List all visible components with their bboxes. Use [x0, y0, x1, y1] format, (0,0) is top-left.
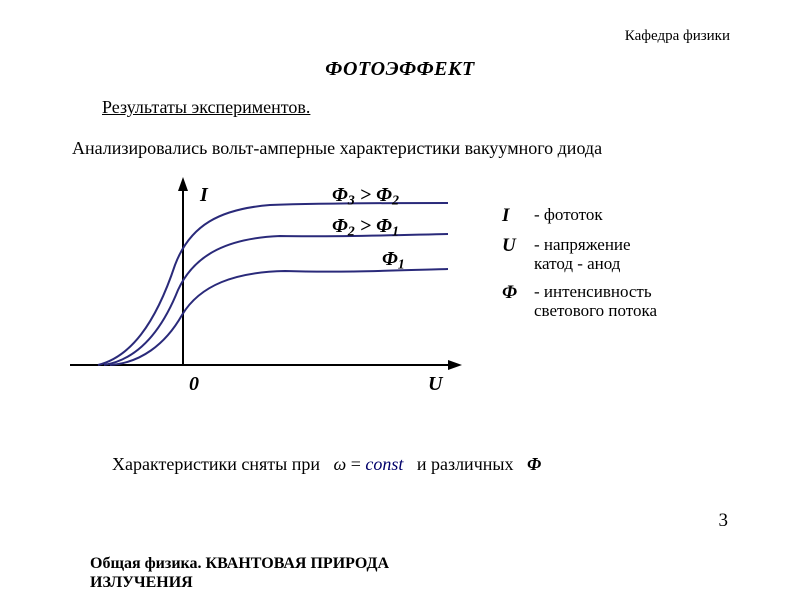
origin-label: 0 [189, 373, 199, 396]
y-axis-label: I [200, 184, 208, 207]
footer-line1: Общая физика. КВАНТОВАЯ ПРИРОДА [90, 555, 389, 572]
caption-prefix: Характеристики сняты при [112, 454, 320, 474]
footer-text: Общая физика. КВАНТОВАЯ ПРИРОДА ИЗЛУЧЕНИ… [90, 554, 389, 592]
legend-row-0: I- фототок [502, 205, 657, 227]
x-axis-label: U [428, 373, 442, 396]
iv-chart [70, 175, 470, 405]
phi-symbol: Φ [527, 454, 541, 474]
legend: I- фототокU- напряжениекатод - анодΦ- ин… [502, 205, 657, 329]
footer-line2: ИЗЛУЧЕНИЯ [90, 574, 193, 591]
eq-symbol: = [351, 454, 361, 474]
curve-label-3: Φ1 [382, 248, 405, 274]
legend-text: - интенсивностьсветового потока [534, 282, 657, 321]
description-text: Анализировались вольт-амперные характери… [72, 138, 602, 159]
y-axis-arrow [178, 177, 188, 191]
legend-symbol: I [502, 205, 534, 227]
curve-3 [110, 269, 448, 365]
department-label: Кафедра физики [625, 28, 730, 45]
curve-label-1: Φ3 > Φ2 [332, 184, 399, 210]
caption-text: Характеристики сняты при ω = const и раз… [112, 454, 541, 475]
page-number: 3 [719, 510, 729, 532]
legend-text: - фототок [534, 205, 603, 227]
legend-row-2: Φ- интенсивностьсветового потока [502, 282, 657, 321]
legend-text: - напряжениекатод - анод [534, 235, 631, 274]
curve-label-2: Φ2 > Φ1 [332, 215, 399, 241]
const-text: const [365, 454, 403, 474]
legend-symbol: Φ [502, 282, 534, 321]
page-title: ФОТОЭФФЕКТ [0, 58, 800, 81]
caption-mid: и различных [417, 454, 514, 474]
chart-svg [70, 175, 470, 405]
x-axis-arrow [448, 360, 462, 370]
legend-row-1: U- напряжениекатод - анод [502, 235, 657, 274]
omega-symbol: ω [333, 454, 346, 474]
section-subtitle: Результаты экспериментов. [102, 97, 310, 118]
legend-symbol: U [502, 235, 534, 274]
